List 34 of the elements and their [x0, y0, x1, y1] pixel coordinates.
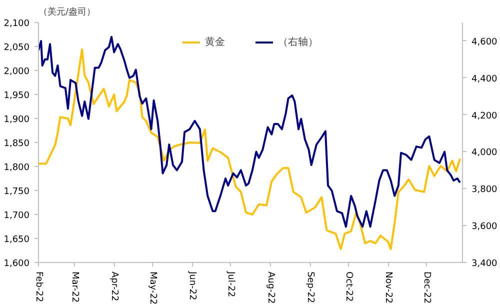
y-tick-label: 1,700 [4, 211, 30, 221]
y2-tick-label: 4,600 [472, 37, 498, 48]
y-tick-label: 1,650 [4, 235, 30, 245]
x-tick-label: Aug-22 [265, 272, 276, 304]
x-tick-label: May-22 [148, 272, 158, 305]
y2-tick-label: 3,800 [472, 185, 498, 196]
y-tick-label: 1,750 [4, 187, 30, 197]
x-tick-label: Feb-22 [34, 272, 44, 302]
x-tick-label: Mar-22 [69, 272, 80, 303]
y-tick-label: 1,800 [4, 163, 30, 173]
x-tick-label: Jul-22 [226, 270, 236, 298]
y-tick-label: 1,850 [4, 139, 30, 149]
y2-tick-label: 3,600 [472, 222, 498, 232]
y2-tick-label: 3,400 [472, 259, 498, 269]
legend-label: （右轴） [278, 36, 318, 49]
x-tick-label: Sep-22 [305, 272, 316, 304]
y2-tick-label: 4,400 [472, 74, 498, 84]
y-tick-label: 2,000 [4, 67, 30, 77]
y-axis-title: （美元/盎司） [38, 6, 96, 18]
y-tick-label: 1,950 [4, 91, 30, 101]
x-tick-label: Nov-22 [383, 272, 394, 304]
x-tick-label: Jun-22 [187, 270, 198, 300]
line-series [38, 48, 461, 250]
x-tick-label: Apr-22 [109, 272, 120, 302]
y2-tick-label: 4,000 [472, 148, 498, 158]
y-tick-label: 1,600 [4, 259, 30, 269]
legend-label: 黄金 [205, 36, 225, 49]
y2-tick-label: 4,200 [472, 111, 498, 122]
x-tick-label: Dec-22 [422, 272, 432, 304]
line-series [38, 36, 461, 228]
y-tick-label: 2,100 [4, 19, 30, 29]
x-tick-label: Oct-22 [343, 272, 354, 302]
y-tick-label: 1,900 [4, 115, 30, 125]
y-tick-label: 2,050 [4, 43, 30, 53]
